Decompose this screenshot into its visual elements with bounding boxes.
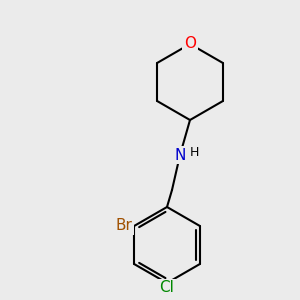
Text: Br: Br [116,218,133,233]
Text: H: H [189,146,199,158]
Text: N: N [174,148,186,163]
Text: O: O [184,37,196,52]
Text: Cl: Cl [160,280,174,296]
